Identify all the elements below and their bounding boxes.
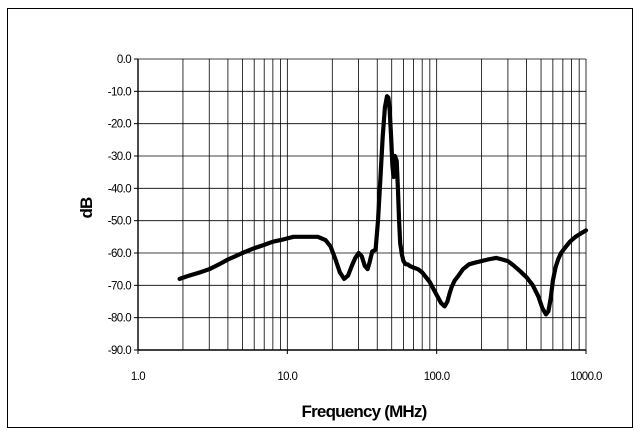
y-tick-label: -40.0 [108,183,131,195]
series-layer [177,94,589,317]
y-tick-label: -80.0 [108,313,131,325]
x-tick-label: 100.0 [424,371,450,383]
y-tick-label: -30.0 [108,151,131,163]
x-tick-label: 1000.0 [570,371,602,383]
x-tick-label: 10.0 [277,371,297,383]
y-tick-label: -90.0 [108,345,131,357]
plot-area [138,59,586,350]
chart-svg: 0.0 -10.0 -20.0 -30.0 -40.0 -50.0 -60.0 -70.0 -8… [77,54,603,421]
axis-layer [137,59,586,351]
y-tick-label: -60.0 [108,248,131,260]
x-tick-label: 1.0 [131,371,145,383]
series-line [177,94,589,317]
chart-frame: 0.0 -10.0 -20.0 -30.0 -40.0 -50.0 -60.0 -70.0 -8… [7,8,633,428]
y-tick-label: -10.0 [108,86,131,98]
tick-layer: 0.0 -10.0 -20.0 -30.0 -40.0 -50.0 -60.0 -70.0 -8… [108,54,603,383]
y-axis-title: dB [77,197,96,219]
x-axis-title: Frequency (MHz) [302,402,427,421]
grid-layer [138,58,587,350]
y-tick-label: -50.0 [108,216,131,228]
y-tick-label: -20.0 [108,119,131,131]
y-tick-label: 0.0 [117,54,131,66]
y-tick-label: -70.0 [108,280,131,292]
